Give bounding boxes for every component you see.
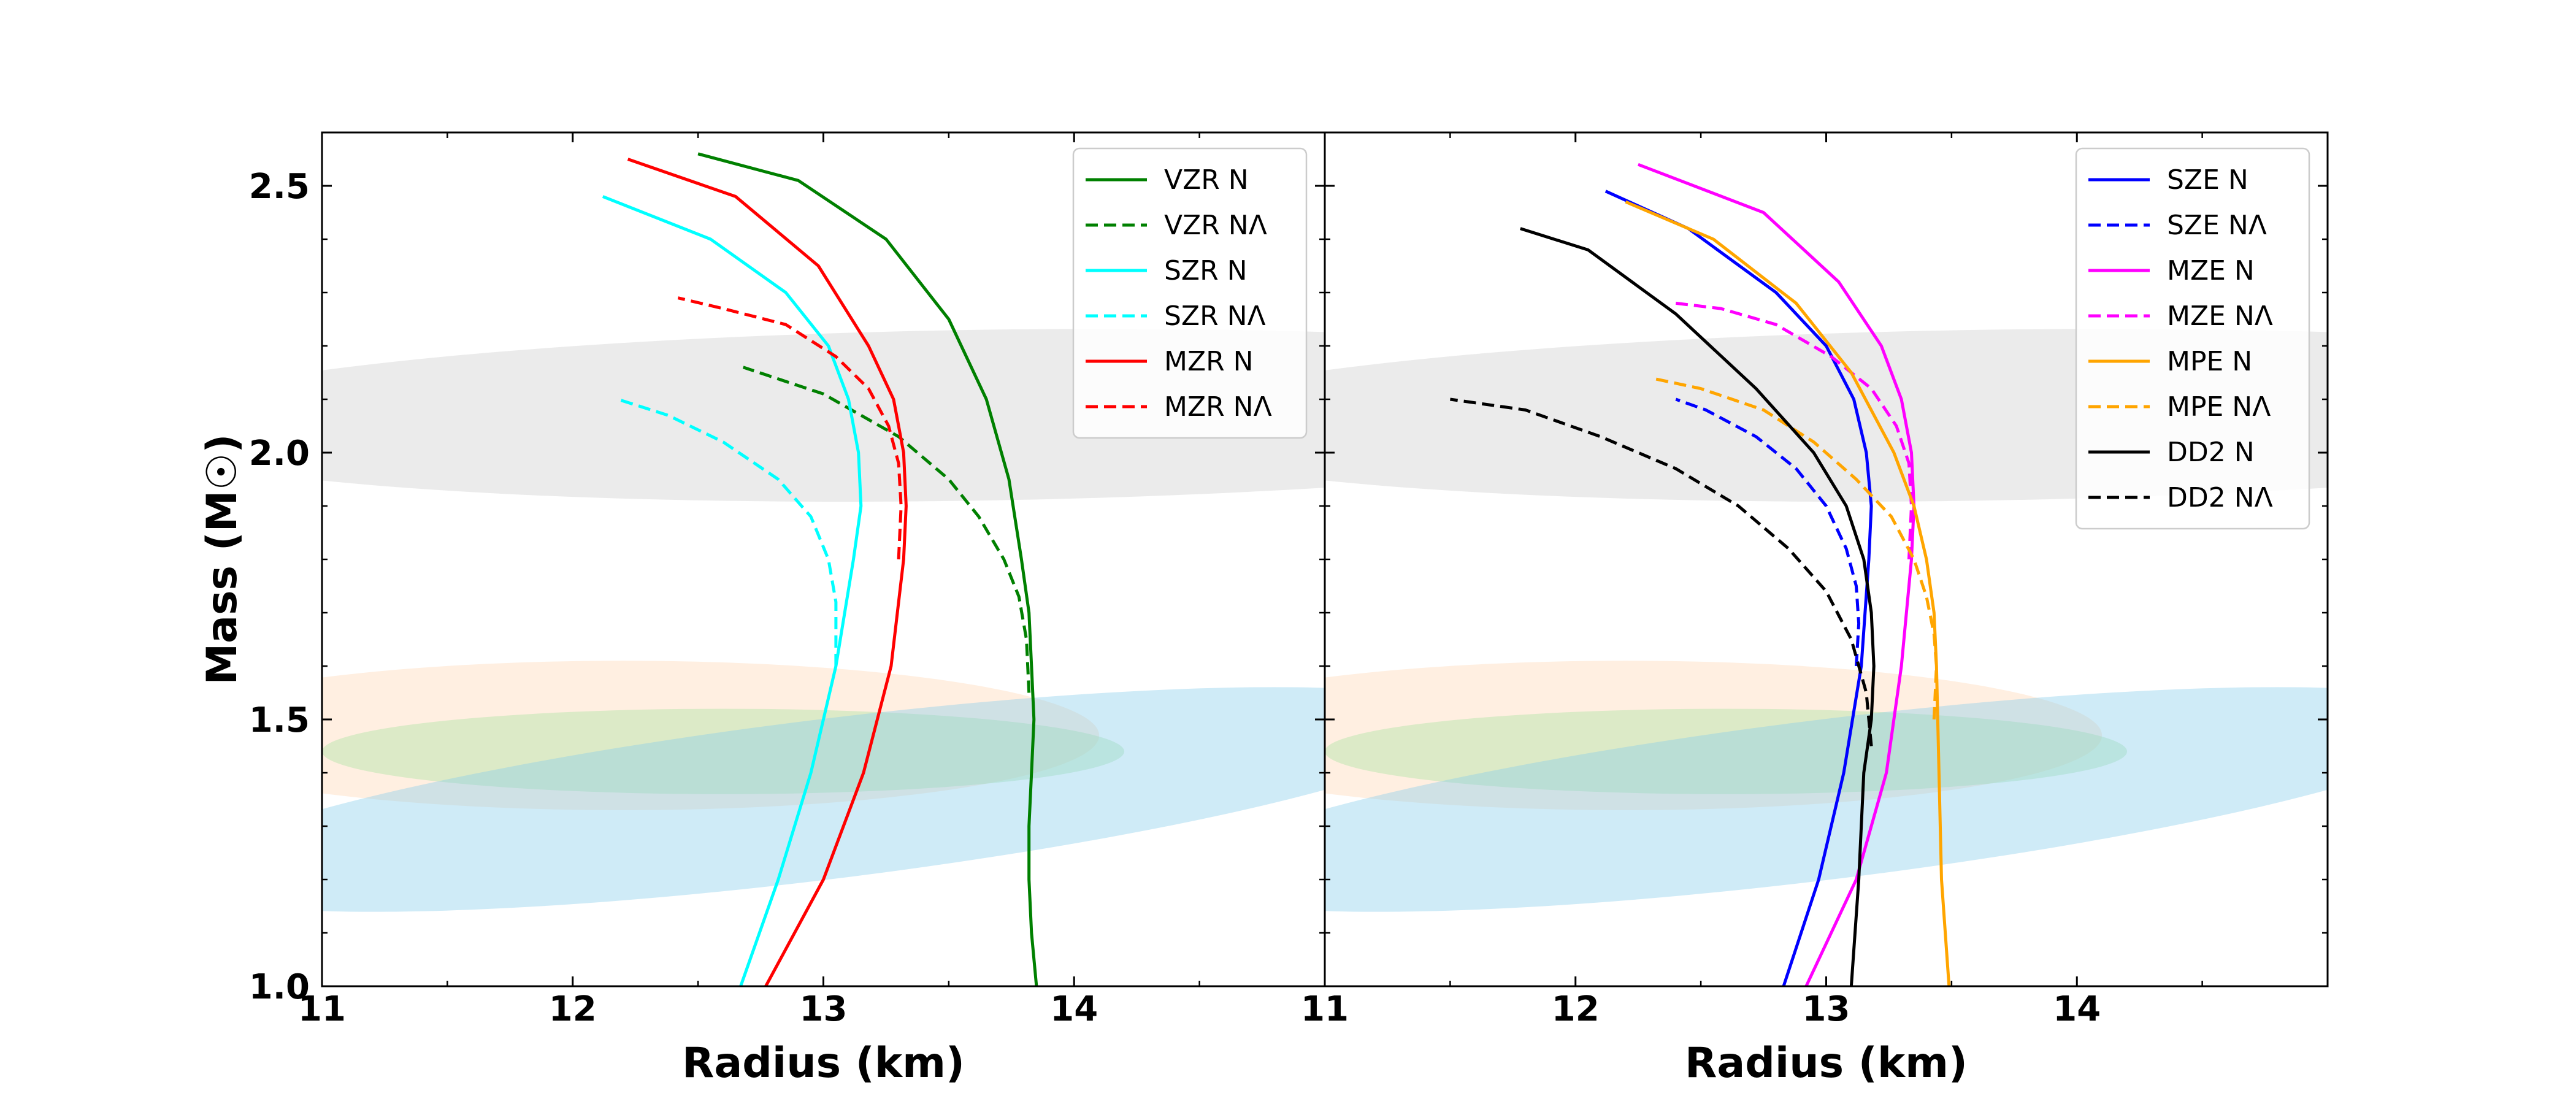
legend-label-mze-n: MZE N — [2167, 255, 2255, 286]
series-szr-nlambda — [617, 397, 838, 666]
tick-marks — [322, 131, 2328, 987]
x-tick-label: 11 — [1301, 989, 1349, 1029]
legend-label-vzr-nlambda: VZR NΛ — [1164, 210, 1267, 241]
x-tick-label: 11 — [298, 989, 346, 1029]
left-panel-curves — [602, 152, 1038, 986]
series-mze-nlambda — [1676, 301, 1913, 560]
y-axis-label: Mass (M☉) — [198, 434, 247, 685]
band-blue-constraint-p1 — [322, 687, 1325, 912]
y-tick-label: 1.0 — [249, 967, 310, 1007]
left-panel-bands — [322, 329, 1325, 912]
band-blue-constraint-p2 — [1325, 687, 2328, 912]
x-tick-label: 12 — [1552, 989, 1600, 1029]
x-tick-label: 14 — [2053, 989, 2101, 1029]
series-mze-n — [1638, 163, 1916, 986]
x-tick-label: 14 — [1050, 989, 1098, 1029]
series-vzr-n — [697, 152, 1038, 986]
series-dd2-n — [1520, 227, 1876, 986]
series-mzr-nlambda — [677, 296, 903, 560]
legend-label-mzr-n: MZR N — [1164, 346, 1254, 377]
legend-label-szr-nlambda: SZR NΛ — [1164, 301, 1266, 332]
legend-label-dd2-nlambda: DD2 NΛ — [2167, 482, 2273, 513]
y-tick-label: 2.5 — [249, 167, 310, 207]
x-tick-label: 11 — [1301, 989, 1349, 1029]
series-sze-n — [1604, 190, 1873, 986]
band-gray-constraint-p2 — [1325, 329, 2328, 502]
legend-label-mpe-nlambda: MPE NΛ — [2167, 391, 2271, 423]
legend-box-2 — [2075, 147, 2310, 530]
series-mpe-nlambda — [1650, 376, 1938, 720]
legend-label-mpe-n: MPE N — [2167, 346, 2252, 377]
y-tick-label: 1.5 — [249, 700, 310, 740]
series-sze-nlambda — [1675, 397, 1861, 667]
band-green-constraint-p2 — [1325, 708, 2127, 794]
band-green-constraint-p1 — [322, 708, 1124, 794]
legend-label-sze-n: SZE N — [2167, 164, 2248, 196]
legends: VZR N VZR NΛ SZR N SZR NΛ MZR N MZR NΛ SZE N SZ… — [1072, 147, 2310, 530]
x-axis-label-2: Radius (km) — [1685, 1039, 1968, 1087]
right-panel-curves — [1450, 163, 1951, 986]
right-panel-bands — [1325, 329, 2328, 912]
x-axis-label-1: Radius (km) — [682, 1039, 965, 1087]
series-vzr-nlambda — [742, 366, 1031, 693]
x-tick-label: 12 — [549, 989, 597, 1029]
x-tick-label: 13 — [1803, 989, 1850, 1029]
x-tick-label: 13 — [800, 989, 848, 1029]
legend-label-mzr-nlambda: MZR NΛ — [1164, 391, 1272, 423]
band-gray-constraint-p1 — [322, 329, 1325, 502]
series-mzr-n — [627, 158, 908, 986]
legend-label-vzr-n: VZR N — [1164, 164, 1249, 196]
legend-label-sze-nlambda: SZE NΛ — [2167, 210, 2267, 241]
band-peach-constraint-p2 — [1325, 661, 2102, 810]
series-szr-n — [602, 195, 863, 986]
y-tick-label: 2.0 — [249, 434, 310, 473]
band-peach-constraint-p1 — [322, 661, 1099, 810]
series-dd2-nlambda — [1450, 397, 1873, 746]
legend-label-dd2-n: DD2 N — [2167, 437, 2255, 468]
series-mpe-n — [1625, 200, 1951, 986]
legend-box-1 — [1072, 147, 1308, 439]
legend-label-mze-nlambda: MZE NΛ — [2167, 301, 2273, 332]
legend-label-szr-n: SZR N — [1164, 255, 1248, 286]
